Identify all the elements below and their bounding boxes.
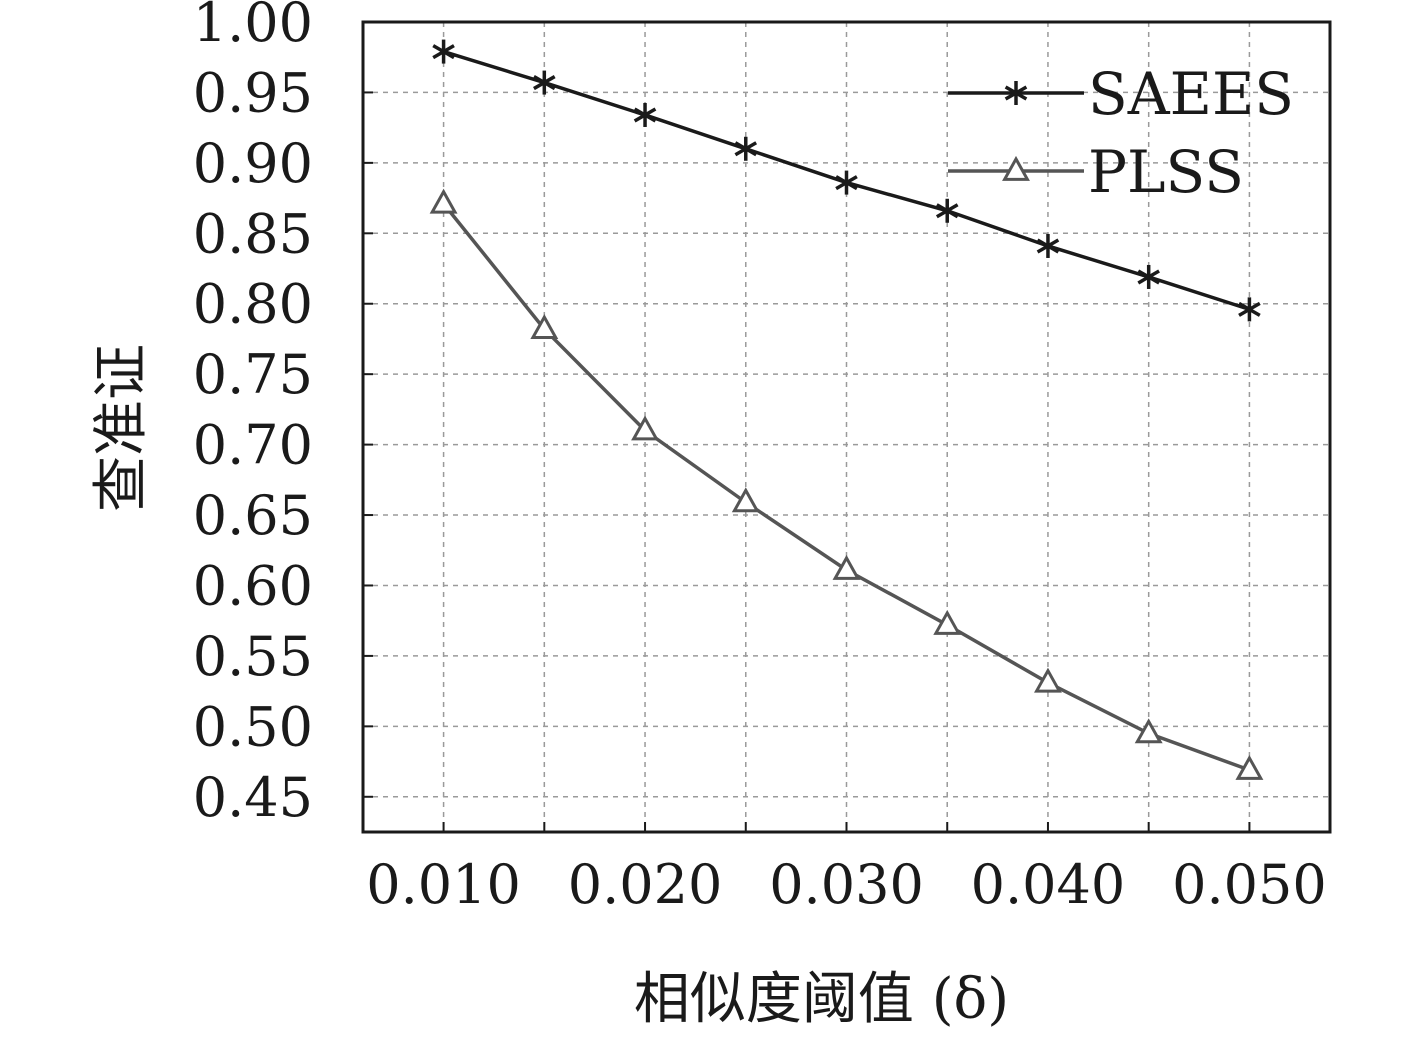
data-point-saees [1137,264,1160,289]
x-tick-label: 0.040 [971,853,1126,916]
data-point-saees [935,198,959,223]
y-tick-label: 0.45 [193,766,313,829]
y-tick-label: 0.90 [193,132,313,195]
data-point-plss [832,554,861,580]
x-tick-label: 0.050 [1172,853,1327,916]
legend-marker-saees [1004,81,1028,105]
x-tick-label: 0.020 [568,853,723,916]
data-point-plss [530,314,559,339]
legend-label-plss: PLSS [1088,138,1244,206]
y-tick-label: 0.60 [193,554,313,617]
data-point-saees [533,70,556,95]
data-point-saees [1036,233,1060,258]
data-point-saees [1238,297,1261,322]
legend-entry-saees: SAEES [948,60,1294,128]
legend-entry-plss: PLSS [948,138,1244,206]
y-tick-label: 0.80 [193,273,313,336]
legend-marker-plss [1002,155,1030,181]
y-tick-label: 0.65 [193,484,313,547]
y-axis: 0.45 0.50 0.55 0.60 0.65 0.70 0.75 0.80 0.85 0.90… [193,0,373,829]
y-tick-label: 0.50 [193,695,313,758]
y-tick-label: 1.00 [193,0,313,54]
y-tick-label: 0.85 [193,202,313,265]
data-point-saees [734,136,758,161]
y-tick-label: 0.70 [193,414,313,477]
x-axis: 0.010 0.020 0.030 0.040 0.050 [366,822,1327,916]
data-point-plss [1235,754,1264,780]
data-point-plss [933,609,962,635]
y-tick-label: 0.95 [193,61,313,124]
series [429,39,1264,780]
y-tick-label: 0.75 [193,343,313,406]
x-tick-label: 0.010 [366,853,521,916]
x-tick-label: 0.030 [769,853,924,916]
data-point-plss [631,415,659,441]
data-point-plss [1034,667,1062,693]
data-point-saees [432,39,455,64]
data-point-saees [835,170,858,195]
x-axis-title: 相似度阈值 (δ) [634,967,1009,1032]
data-point-plss [731,487,760,513]
series-plss [429,188,1264,780]
data-point-saees [633,102,657,127]
series-saees [432,39,1261,322]
legend-label-saees: SAEES [1088,60,1294,128]
data-point-plss [429,188,458,214]
data-point-plss [1134,718,1163,744]
legend: SAEES PLSS [948,60,1294,206]
y-tick-label: 0.55 [193,625,313,688]
y-axis-title: 查准证 [89,344,154,512]
